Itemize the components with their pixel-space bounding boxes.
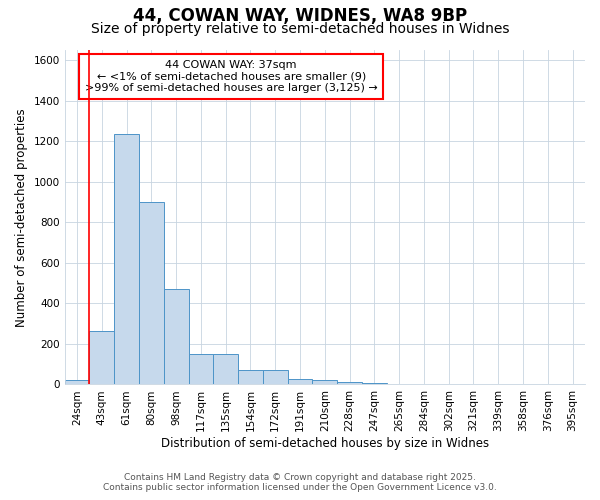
X-axis label: Distribution of semi-detached houses by size in Widnes: Distribution of semi-detached houses by … xyxy=(161,437,489,450)
Bar xyxy=(164,289,188,384)
Bar xyxy=(114,134,139,384)
Y-axis label: Number of semi-detached properties: Number of semi-detached properties xyxy=(15,108,28,326)
Text: 44 COWAN WAY: 37sqm
← <1% of semi-detached houses are smaller (9)
>99% of semi-d: 44 COWAN WAY: 37sqm ← <1% of semi-detach… xyxy=(85,60,377,93)
Bar xyxy=(238,370,263,384)
Bar xyxy=(65,380,89,384)
Bar xyxy=(139,202,164,384)
Bar xyxy=(337,382,362,384)
Bar xyxy=(287,380,313,384)
Bar xyxy=(188,354,214,384)
Bar xyxy=(214,354,238,384)
Text: Contains HM Land Registry data © Crown copyright and database right 2025.
Contai: Contains HM Land Registry data © Crown c… xyxy=(103,473,497,492)
Bar xyxy=(263,370,287,384)
Text: Size of property relative to semi-detached houses in Widnes: Size of property relative to semi-detach… xyxy=(91,22,509,36)
Bar xyxy=(89,330,114,384)
Bar xyxy=(313,380,337,384)
Text: 44, COWAN WAY, WIDNES, WA8 9BP: 44, COWAN WAY, WIDNES, WA8 9BP xyxy=(133,8,467,26)
